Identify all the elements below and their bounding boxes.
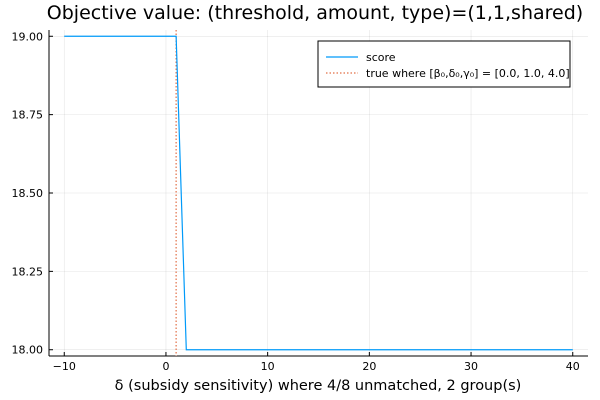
x-tick-label: −10 bbox=[53, 360, 76, 373]
chart-title: Objective value: (threshold, amount, typ… bbox=[47, 2, 583, 24]
legend-box bbox=[317, 40, 571, 88]
series-line-score bbox=[64, 35, 573, 351]
x-tick-label: 10 bbox=[261, 360, 275, 373]
x-tick-label: 20 bbox=[362, 360, 376, 373]
plot-area bbox=[64, 30, 573, 356]
x-tick-label: 0 bbox=[162, 360, 169, 373]
y-tick-label: 18.50 bbox=[12, 187, 44, 200]
y-tick-label: 19.00 bbox=[12, 30, 44, 43]
y-tick-label: 18.00 bbox=[12, 344, 44, 357]
legend-label-true-value: true where [β₀,δ₀,γ₀] = [0.0, 1.0, 4.0] bbox=[366, 67, 570, 80]
y-tick-label: 18.75 bbox=[12, 109, 44, 122]
y-tick-label: 18.25 bbox=[12, 265, 44, 278]
legend-label-score: score bbox=[366, 51, 396, 64]
x-tick-label: 30 bbox=[464, 360, 478, 373]
y-ticks: 18.00 18.25 18.50 18.75 19.00 bbox=[12, 30, 53, 357]
x-ticks: −10 0 10 20 30 40 bbox=[53, 352, 580, 373]
x-axis-label: δ (subsidy sensitivity) where 4/8 unmatc… bbox=[115, 378, 522, 394]
legend: score true where [β₀,δ₀,γ₀] = [0.0, 1.0,… bbox=[317, 40, 571, 88]
x-tick-label: 40 bbox=[566, 360, 580, 373]
